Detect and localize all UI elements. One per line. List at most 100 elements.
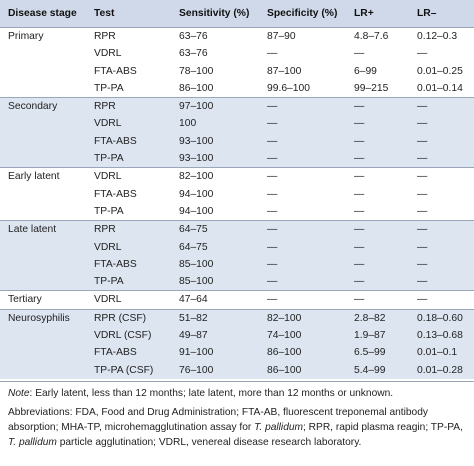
sensitivity-cell: 63–76 [179, 48, 208, 60]
lr-negative-cell: 0.01–0.25 [417, 65, 463, 77]
table-row: VDRL 64–75 — — — [0, 238, 474, 256]
lr-positive-cell: 99–215 [354, 82, 389, 94]
table-row: TP-PA 86–100 99.6–100 99–215 0.01–0.14 [0, 79, 474, 98]
lr-negative-cell: — [407, 220, 474, 239]
specificity-cell: 82–100 [257, 308, 344, 328]
table-row: TP-PA 94–100 — — — [0, 202, 474, 221]
lr-positive-cell: — [354, 188, 365, 200]
sensitivity-cell: 47–64 [171, 290, 257, 310]
stage-cell [0, 133, 86, 150]
specificity-cell: — [267, 241, 278, 253]
lr-positive-cell: 6–99 [354, 65, 377, 77]
specificity-cell: 86–100 [267, 347, 302, 359]
test-cell: FTA-ABS [94, 188, 137, 200]
test-cell: FTA-ABS [94, 135, 137, 147]
table-row: FTA-ABS 78–100 87–100 6–99 0.01–0.25 [0, 62, 474, 80]
lr-negative-cell: — [417, 276, 428, 288]
stage-cell [0, 63, 86, 80]
lr-positive-cell: — [344, 167, 407, 186]
sensitivity-cell: 91–100 [179, 347, 214, 359]
stage-cell: Early latent [0, 167, 86, 186]
stage-cell [0, 150, 86, 168]
lr-positive-cell: 6.5–99 [354, 347, 386, 359]
test-cell: TP-PA [94, 82, 124, 94]
lr-positive-cell: — [354, 258, 365, 270]
stage-cell [0, 256, 86, 273]
stage-cell: Tertiary [0, 290, 86, 310]
specificity-cell: — [267, 118, 278, 130]
abbreviations-paragraph: Abbreviations: FDA, Food and Drug Admini… [8, 405, 470, 450]
specificity-cell: 86–100 [267, 364, 302, 376]
sensitivity-cell: 85–100 [179, 276, 214, 288]
sensitivity-cell: 86–100 [179, 82, 214, 94]
header-lr-negative: LR– [417, 8, 437, 19]
specificity-cell: — [267, 205, 278, 217]
test-cell: VDRL (CSF) [94, 330, 152, 342]
table-row: TP-PA (CSF) 76–100 86–100 5.4–99 0.01–0.28 [0, 361, 474, 379]
table-row: Early latent VDRL 82–100— — — [0, 167, 474, 186]
specificity-cell: — [257, 167, 344, 186]
table-row: Secondary RPR 97–100— — — [0, 97, 474, 116]
sensitivity-cell: 93–100 [179, 153, 214, 165]
test-cell: RPR [86, 27, 171, 46]
table-row: FTA-ABS 91–100 86–100 6.5–99 0.01–0.1 [0, 344, 474, 362]
sensitivity-cell: 63–76 [171, 27, 257, 46]
table-row: Tertiary VDRL 47–64— — — [0, 290, 474, 310]
syphilis-test-table: Disease stage Test Sensitivity (%) Speci… [0, 0, 474, 379]
lr-positive-cell: — [354, 205, 365, 217]
stage-cell [0, 115, 86, 132]
table-row: TP-PA 85–100 — — — [0, 273, 474, 291]
organism-name: T. pallidum [254, 422, 304, 433]
header-specificity: Specificity (%) [267, 8, 338, 19]
note-text: : Early latent, less than 12 months; lat… [29, 388, 394, 399]
lr-positive-cell: 4.8–7.6 [344, 27, 407, 46]
stage-cell [0, 45, 86, 62]
lr-negative-cell: — [417, 258, 428, 270]
lr-negative-cell: 0.01–0.14 [417, 82, 463, 94]
sensitivity-cell: 64–75 [171, 220, 257, 239]
stage-group: Late latent RPR 64–75— — — VDRL 64–75— — — FTA-AB… [0, 220, 474, 291]
lr-negative-cell: — [407, 167, 474, 186]
sensitivity-cell: 94–100 [179, 188, 214, 200]
test-cell: FTA-ABS [94, 65, 137, 77]
test-cell: FTA-ABS [94, 347, 137, 359]
stage-cell [0, 80, 86, 98]
specificity-cell: — [267, 135, 278, 147]
test-cell: VDRL [86, 167, 171, 186]
lr-negative-cell: — [407, 97, 474, 116]
specificity-cell: — [267, 276, 278, 288]
stage-cell [0, 344, 86, 361]
lr-negative-cell: 0.12–0.3 [407, 27, 474, 46]
sensitivity-cell: 85–100 [179, 258, 214, 270]
test-cell: VDRL [86, 290, 171, 310]
organism-name: T. pallidum [8, 437, 57, 448]
table-row: Primary RPR 63–76 87–90 4.8–7.6 0.12–0.3 [0, 27, 474, 46]
stage-cell: Neurosyphilis [0, 308, 86, 328]
abbreviations-text-2: ; RPR, rapid plasma reagin; TP-PA, [303, 422, 463, 433]
note-label: Note [8, 388, 30, 399]
table-row: VDRL (CSF) 49–87 74–100 1.9–87 0.13–0.68 [0, 327, 474, 345]
table-row: FTA-ABS 85–100 — — — [0, 255, 474, 274]
lr-negative-cell: — [417, 153, 428, 165]
sensitivity-cell: 82–100 [171, 167, 257, 186]
lr-negative-cell: — [417, 205, 428, 217]
specificity-cell: 74–100 [267, 330, 302, 342]
specificity-cell: — [257, 290, 344, 310]
lr-positive-cell: 1.9–87 [354, 330, 386, 342]
table-row: Neurosyphilis RPR (CSF) 51–82 82–100 2.8–82 0… [0, 308, 474, 328]
sensitivity-cell: 76–100 [179, 364, 214, 376]
table-bottom-rule [0, 381, 474, 382]
test-cell: TP-PA [94, 153, 124, 165]
specificity-cell: 87–90 [257, 27, 344, 46]
lr-positive-cell: — [354, 135, 365, 147]
sensitivity-cell: 94–100 [179, 205, 214, 217]
specificity-cell: — [267, 48, 278, 60]
table-notes: Note: Early latent, less than 12 months;… [8, 386, 470, 454]
stage-group: Secondary RPR 97–100— — — VDRL 100— — — FTA-ABS 93… [0, 97, 474, 168]
test-cell: TP-PA [94, 276, 124, 288]
sensitivity-cell: 51–82 [171, 308, 257, 328]
table-row: TP-PA 93–100 — — — [0, 150, 474, 168]
lr-negative-cell: — [407, 290, 474, 310]
header-lr-positive: LR+ [354, 8, 374, 19]
